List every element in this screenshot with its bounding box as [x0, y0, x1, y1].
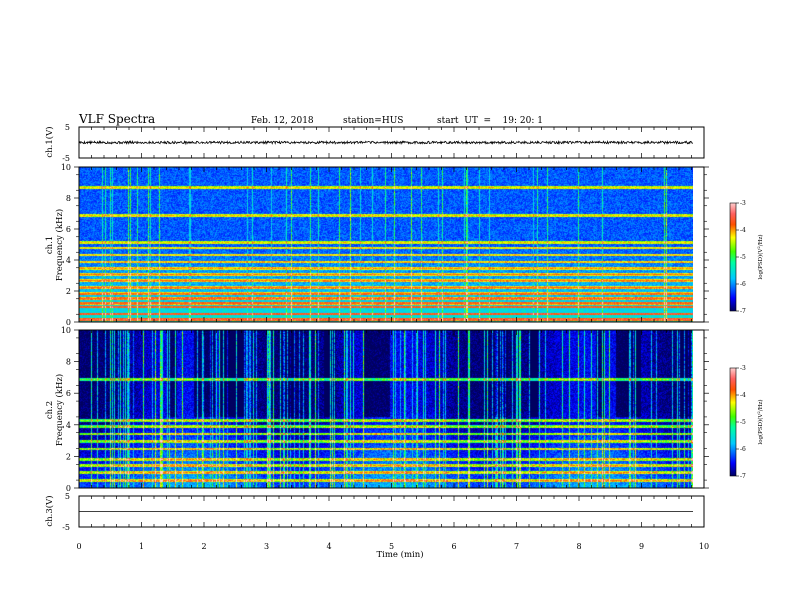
ch3-waveform-panel: 5 -5 ch.3(V) 0 1 2 3 4 5 6 7 8 9 10 Time (min) [44, 492, 709, 560]
y-tick-label: 10 [61, 326, 71, 335]
ch2-spectrogram-xticks [78, 330, 705, 488]
ch1-spectrogram-image [79, 167, 693, 322]
colorbar-tick-label: -4 [740, 392, 746, 399]
ch2-colorbar: -3 -4 -5 -6 -7 log(PSD)(V2/Hz) [729, 365, 765, 480]
y-tick-label: 0 [66, 484, 71, 493]
ch1-waveform-ylabel: ch.1(V) [44, 126, 55, 157]
colorbar-tick-label: -3 [740, 365, 746, 372]
ch1-spectrogram-yticks: 0 2 4 6 8 10 [61, 163, 709, 327]
time-tick-label: 5 [389, 542, 394, 551]
time-axis-label: Time (min) [376, 549, 423, 560]
ch1-colorbar: -3 -4 -5 -6 -7 log(PSD)(V2/Hz) [729, 200, 765, 315]
y-tick-label: 10 [61, 163, 71, 172]
ch1-colorbar-label: log(PSD)(V2/Hz) [756, 234, 765, 279]
header-date: Feb. 12, 2018 [251, 116, 314, 126]
time-tick-label: 4 [326, 542, 331, 551]
ch1-waveform-xticks [78, 127, 705, 158]
ch2-spectrogram-ylabel: Frequency (kHz) [54, 374, 65, 446]
y-tick-label: 8 [66, 358, 71, 367]
y-tick-label: 6 [66, 389, 71, 398]
ch2-spectrogram-channel-label: ch.2 [45, 401, 55, 419]
ch1-waveform-panel: 5 -5 ch.1(V) [44, 123, 705, 163]
colorbar-tick-label: -4 [740, 227, 746, 234]
time-tick-label: 1 [139, 542, 144, 551]
y-tick-label: 2 [66, 452, 71, 461]
ch1-spectrogram-xticks [78, 167, 705, 322]
colorbar-tick-label: -5 [740, 419, 746, 426]
ch3-ytick-bottom: -5 [62, 523, 70, 532]
time-tick-label: 7 [514, 542, 519, 551]
ch1-colorbar-scale [729, 202, 737, 312]
ch2-colorbar-label: log(PSD)(V2/Hz) [756, 399, 765, 444]
y-tick-label: 0 [66, 318, 71, 327]
colorbar-tick-label: -7 [740, 308, 746, 315]
time-tick-label: 8 [576, 542, 581, 551]
ch3-ytick-top: 5 [65, 492, 70, 501]
colorbar-tick-label: -6 [740, 446, 746, 453]
time-tick-label: 10 [699, 542, 709, 551]
time-axis-tick-labels: 0 1 2 3 4 5 6 7 8 9 10 [76, 542, 709, 551]
ch3-waveform-xticks [78, 496, 705, 527]
ch2-spectrogram-image [79, 330, 693, 488]
ch2-spectrogram-panel: 0 2 4 6 8 10 ch.2 Frequency (kHz) [45, 326, 709, 493]
ch2-colorbar-scale [729, 367, 737, 477]
y-tick-label: 4 [66, 256, 71, 265]
header-start-time: start UT = 19: 20: 1 [437, 116, 543, 126]
time-tick-label: 2 [201, 542, 206, 551]
ch1-spectrogram-panel: 0 2 4 6 8 10 ch.1 Frequency (kHz) [45, 163, 709, 327]
ch1-spectrogram-ylabel: Frequency (kHz) [54, 209, 65, 281]
y-tick-label: 8 [66, 194, 71, 203]
colorbar-tick-label: -6 [740, 281, 746, 288]
colorbar-tick-label: -5 [740, 254, 746, 261]
ch1-ytick-bottom: -5 [62, 154, 70, 163]
time-tick-label: 0 [76, 542, 81, 551]
time-tick-label: 9 [639, 542, 644, 551]
header-station: station=HUS [343, 116, 403, 126]
time-tick-label: 3 [264, 542, 269, 551]
ch2-spectrogram-yticks: 0 2 4 6 8 10 [61, 326, 709, 493]
ch3-waveform-ylabel: ch.3(V) [44, 495, 55, 526]
y-tick-label: 2 [66, 287, 71, 296]
figure-title: VLF Spectra [78, 112, 155, 126]
colorbar-tick-label: -7 [740, 473, 746, 480]
ch1-spectrogram-channel-label: ch.1 [45, 236, 55, 254]
colorbar-tick-label: -3 [740, 200, 746, 207]
time-tick-label: 6 [451, 542, 456, 551]
ch1-ytick-top: 5 [65, 123, 70, 132]
y-tick-label: 6 [66, 225, 71, 234]
ch1-waveform-trace [78, 139, 694, 146]
y-tick-label: 4 [66, 421, 71, 430]
